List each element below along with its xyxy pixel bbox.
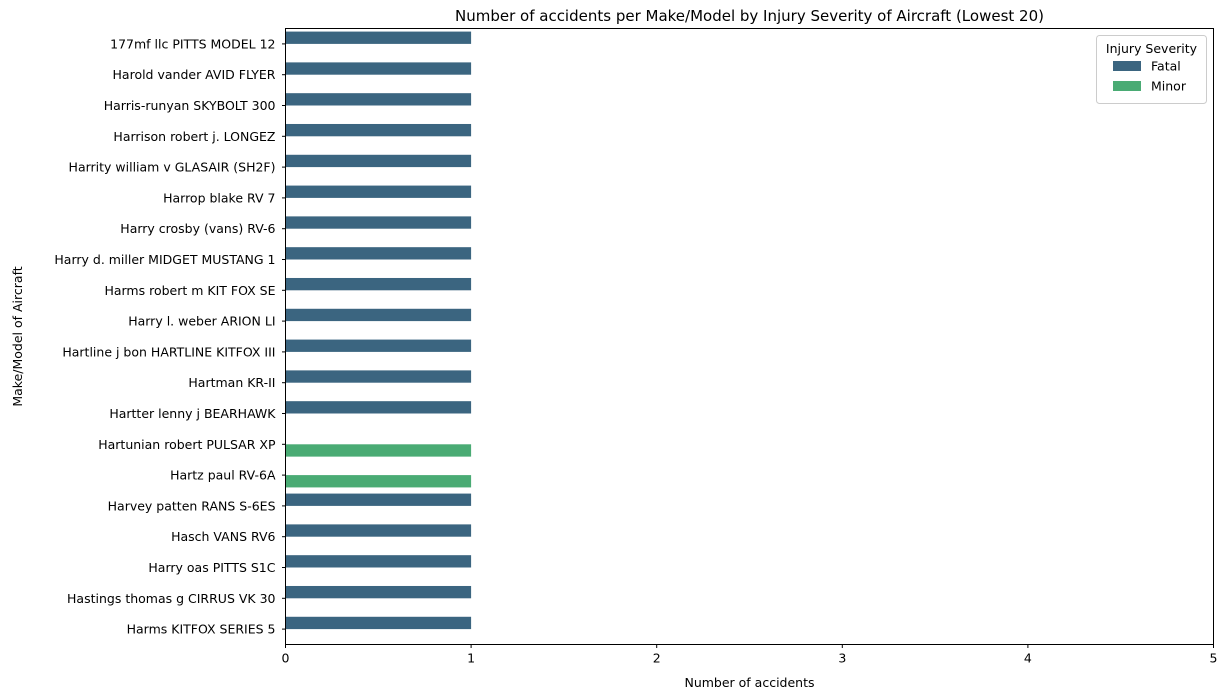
bar-fatal [285, 123, 472, 137]
x-tick-label: 2 [653, 651, 661, 666]
y-tick-label: Hartunian robert PULSAR XP [98, 437, 276, 452]
bar-fatal [285, 277, 472, 291]
y-tick-label: Harrop blake RV 7 [163, 190, 275, 205]
bar-fatal [285, 31, 472, 44]
y-tick-label: Harry l. weber ARION LI [128, 314, 275, 329]
legend-swatch-minor [1113, 81, 1141, 91]
x-tick-label: 4 [1024, 651, 1032, 666]
bar-fatal [285, 247, 472, 260]
y-tick-label: Harris-runyan SKYBOLT 300 [104, 98, 276, 113]
chart-title: Number of accidents per Make/Model by In… [455, 7, 1044, 25]
bar-fatal [285, 401, 472, 414]
y-tick-label: Hartman KR-II [188, 375, 275, 390]
y-tick-label: Hartz paul RV-6A [170, 468, 276, 483]
bar-fatal [285, 62, 472, 75]
bar-fatal [285, 93, 472, 106]
x-axis-ticks: 0 1 2 3 4 5 [282, 644, 1218, 666]
y-tick-label: Hasch VANS RV6 [171, 529, 275, 544]
bar-fatal [285, 585, 472, 599]
y-tick-label: Hartline j bon HARTLINE KITFOX III [62, 344, 275, 359]
y-tick-label: Harry crosby (vans) RV-6 [120, 221, 275, 236]
legend-swatch-fatal [1113, 61, 1141, 71]
bar-fatal [285, 154, 472, 168]
y-tick-label: Harry oas PITTS S1C [148, 560, 275, 575]
x-tick-label: 1 [467, 651, 475, 666]
bar-fatal [285, 185, 472, 198]
plot-frame [285, 28, 1214, 645]
y-tick-label: Harms robert m KIT FOX SE [104, 283, 275, 298]
y-tick-label: Harold vander AVID FLYER [113, 67, 276, 82]
legend-label-minor: Minor [1151, 79, 1187, 94]
y-tick-label: Harrison robert j. LONGEZ [113, 129, 275, 144]
y-tick-label: Hartter lenny j BEARHAWK [109, 406, 276, 421]
y-tick-label: Harry d. miller MIDGET MUSTANG 1 [54, 252, 275, 267]
y-tick-label: Harrity william v GLASAIR (SH2F) [69, 160, 276, 175]
bar-minor [285, 475, 472, 488]
bar-fatal [285, 524, 472, 537]
y-axis-label: Make/Model of Aircraft [10, 266, 25, 406]
x-tick-label: 3 [838, 651, 846, 666]
bar-fatal [285, 216, 472, 229]
legend-title: Injury Severity [1106, 41, 1198, 56]
y-tick-label: Hastings thomas g CIRRUS VK 30 [67, 591, 276, 606]
y-axis-ticks: 177mf llc PITTS MODEL 12 Harold vander AV… [54, 36, 286, 637]
x-tick-label: 0 [282, 651, 290, 666]
bar-fatal [285, 616, 472, 630]
y-tick-label: 177mf llc PITTS MODEL 12 [110, 36, 275, 51]
bar-fatal [285, 493, 472, 506]
y-tick-label: Harvey patten RANS S-6ES [108, 498, 276, 513]
bar-fatal [285, 370, 472, 383]
legend-label-fatal: Fatal [1151, 59, 1181, 74]
bar-minor [285, 444, 472, 457]
x-axis-label: Number of accidents [684, 675, 814, 690]
bar-fatal [285, 308, 472, 322]
legend: Injury Severity Fatal Minor [1096, 35, 1207, 104]
bar-fatal [285, 339, 472, 352]
x-tick-label: 5 [1210, 651, 1218, 666]
bars-layer [285, 31, 472, 630]
y-tick-label: Harms KITFOX SERIES 5 [127, 622, 276, 637]
bar-fatal [285, 555, 472, 568]
